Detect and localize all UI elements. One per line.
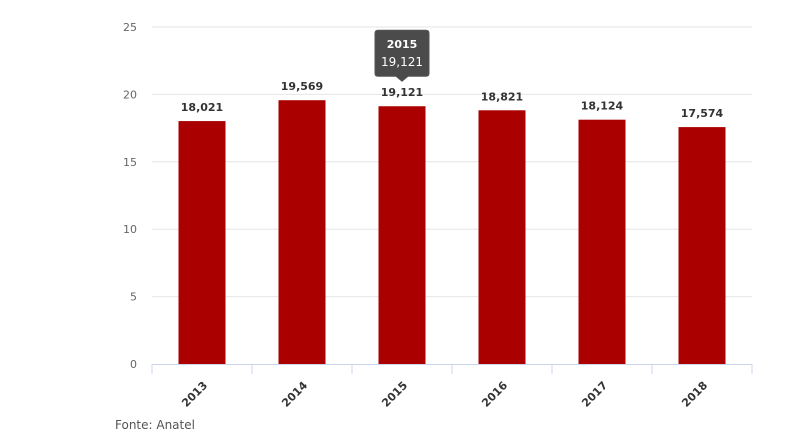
- x-tick-label: 2014: [279, 379, 310, 410]
- tooltip-category: 2015: [387, 38, 418, 51]
- data-label: 19,121: [381, 86, 423, 99]
- y-tick-label: 15: [123, 156, 137, 169]
- bar[interactable]: [678, 127, 726, 364]
- tooltip-box: [374, 29, 430, 82]
- data-label: 19,569: [281, 80, 323, 93]
- bar[interactable]: [578, 119, 626, 364]
- data-label: 18,124: [581, 100, 624, 113]
- y-tick-label: 10: [123, 223, 137, 236]
- x-tick-label: 2013: [179, 379, 210, 410]
- y-tick-label: 20: [123, 88, 137, 101]
- data-label: 18,821: [481, 90, 523, 103]
- bar[interactable]: [178, 121, 226, 364]
- y-tick-label: 25: [123, 21, 137, 34]
- bar[interactable]: [278, 100, 326, 365]
- x-tick-label: 2017: [579, 379, 610, 410]
- y-tick-label: 5: [130, 291, 137, 304]
- source-note: Fonte: Anatel: [115, 418, 195, 432]
- x-tick-label: 2015: [379, 379, 410, 410]
- x-tick-label: 2016: [479, 379, 510, 410]
- data-label: 18,021: [181, 101, 223, 114]
- data-label: 17,574: [681, 107, 724, 120]
- tooltip-value: 19,121: [381, 55, 423, 69]
- x-tick-label: 2018: [679, 379, 710, 410]
- bar[interactable]: [378, 106, 426, 365]
- bar[interactable]: [478, 110, 526, 364]
- y-tick-label: 0: [130, 358, 137, 371]
